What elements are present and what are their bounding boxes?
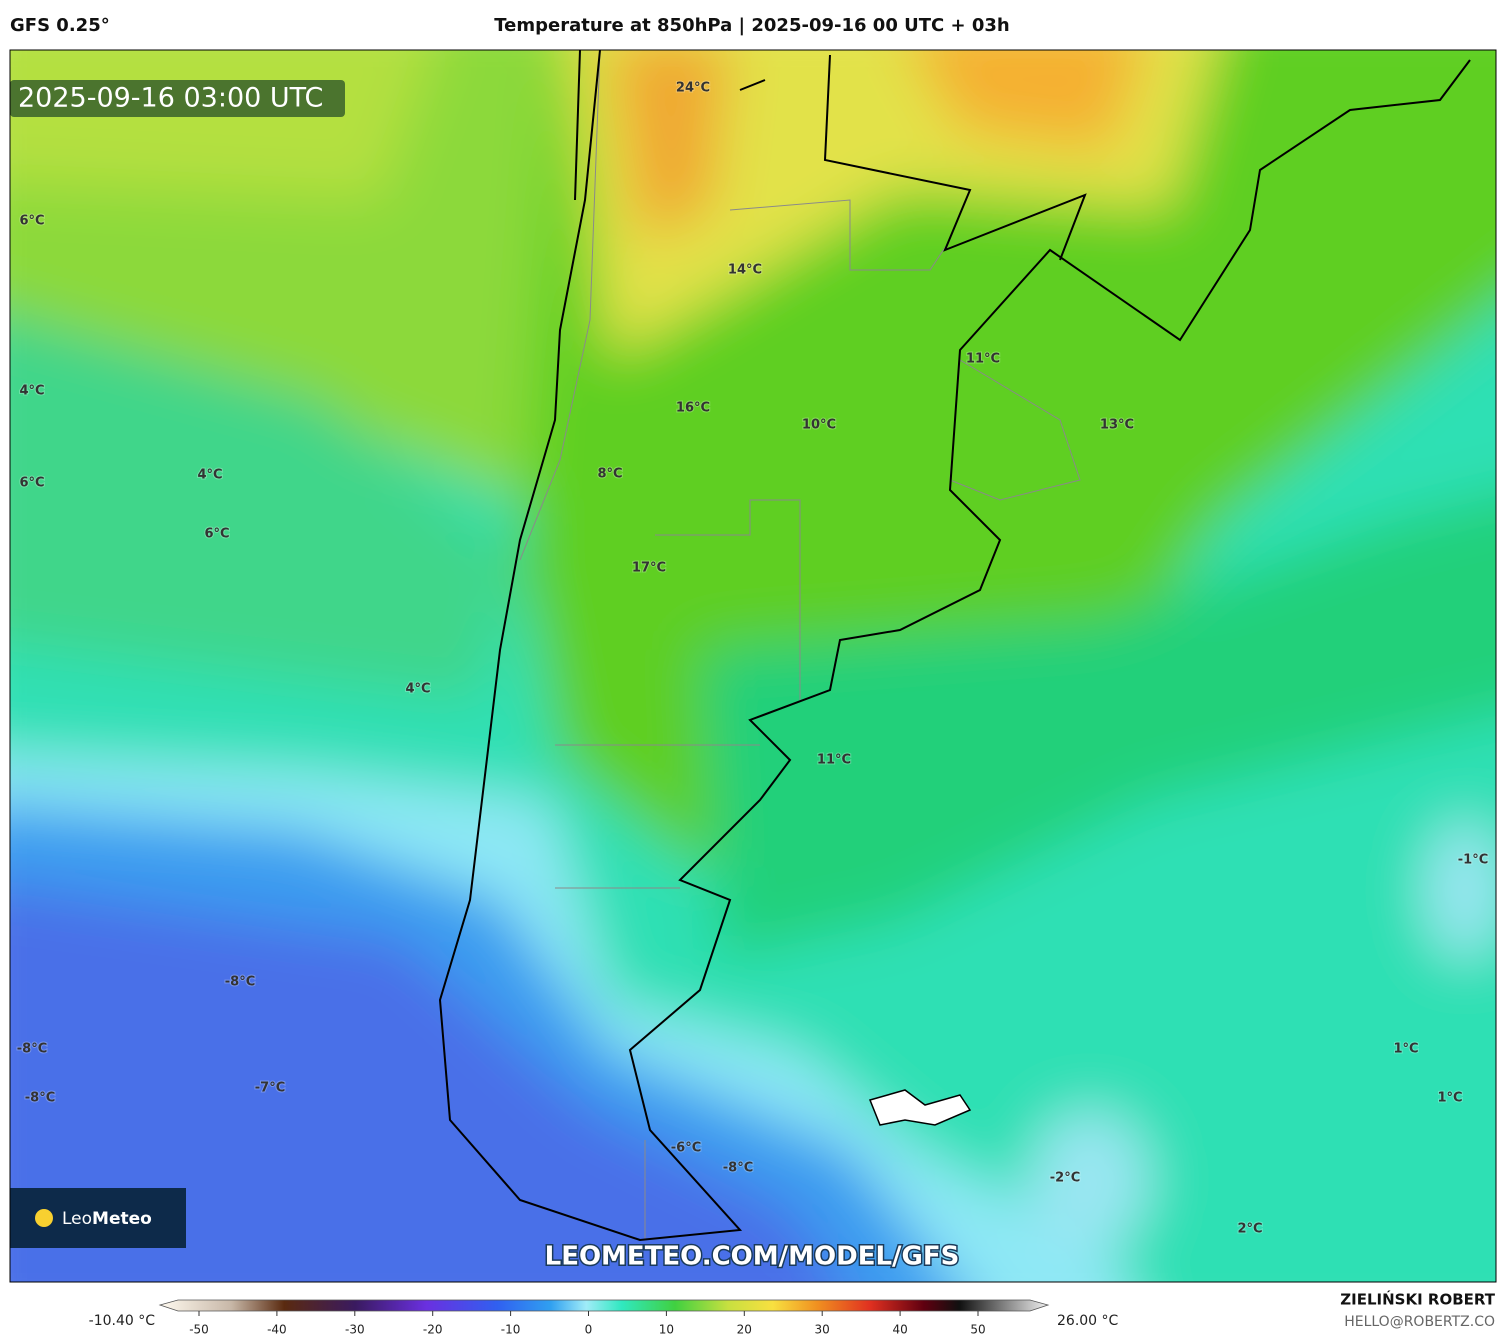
temperature-label: 4°C	[197, 468, 222, 483]
temperature-label: -8°C	[17, 1042, 47, 1057]
colorbar-tick-label: 30	[815, 1323, 830, 1337]
colorbar-tick-label: -50	[189, 1323, 209, 1337]
temperature-label: 11°C	[966, 352, 1000, 367]
email: HELLO@ROBERTZ.CO	[1344, 1314, 1495, 1330]
logo-meteo: Meteo	[92, 1209, 152, 1229]
temperature-label: -8°C	[25, 1091, 55, 1106]
temperature-label: 2°C	[1237, 1222, 1262, 1237]
colorbar-min: -10.40 °C	[89, 1313, 156, 1329]
temperature-label: -8°C	[225, 975, 255, 990]
temperature-label: 8°C	[597, 467, 622, 482]
temperature-label: 13°C	[1100, 418, 1134, 433]
temperature-label: -7°C	[255, 1081, 285, 1096]
temperature-label: 4°C	[19, 384, 44, 399]
colorbar-tick-label: 0	[585, 1323, 593, 1337]
colorbar-tick-label: 20	[737, 1323, 752, 1337]
colorbar-tick-label: -30	[345, 1323, 365, 1337]
temperature-label: -2°C	[1050, 1171, 1080, 1186]
borders-national	[574, 50, 1087, 261]
colorbar-tick-label: 50	[970, 1323, 985, 1337]
model-name: GFS 0.25°	[10, 15, 110, 36]
colorbar-max: 26.00 °C	[1057, 1313, 1119, 1329]
temperature-label: 4°C	[405, 682, 430, 697]
temperature-label: -6°C	[671, 1141, 701, 1156]
map-labels: 24°C 6°C 14°C 4°C 11°C 16°C 10°C 13°C 8°C 4°C 6°C 6…	[16, 80, 1489, 1238]
colorbar-bar	[158, 1299, 1050, 1312]
falkland-islands	[868, 1089, 972, 1126]
logo-sun	[35, 1209, 53, 1227]
temperature-label: 16°C	[676, 401, 710, 416]
temperature-label: 6°C	[204, 527, 229, 542]
colorbar-tick-label: -10	[501, 1323, 521, 1337]
coastline	[438, 50, 1471, 1242]
timestamp: 2025-09-16 03:00 UTC	[18, 83, 323, 114]
temperature-label: 14°C	[728, 263, 762, 278]
temperature-label: -1°C	[1458, 853, 1488, 868]
colorbar-tick-label: 10	[659, 1323, 674, 1337]
colorbar-tick-label: -20	[423, 1323, 443, 1337]
watermark: LEOMETEO.COM/MODEL/GFS	[545, 1242, 960, 1272]
temperature-label: 24°C	[676, 81, 710, 96]
map-frame	[9, 49, 1497, 1283]
logo-leo: Leo	[62, 1209, 92, 1229]
colorbar: -50 -40 -30 -20 -10 0 10 20 30 40 50	[158, 1299, 1050, 1337]
temperature-label: -8°C	[723, 1161, 753, 1176]
map-title: Temperature at 850hPa | 2025-09-16 00 UT…	[494, 15, 1009, 36]
temperature-label: 6°C	[19, 476, 44, 491]
temperature-label: 1°C	[1393, 1042, 1418, 1057]
temperature-label: 11°C	[817, 753, 851, 768]
temperature-label: 6°C	[19, 214, 44, 229]
colorbar-tick-label: 40	[892, 1323, 907, 1337]
temperature-label: 17°C	[632, 561, 666, 576]
logo-text: LeoMeteo	[62, 1209, 152, 1229]
author: ZIELIŃSKI ROBERT	[1340, 1290, 1495, 1309]
temperature-label: 1°C	[1437, 1091, 1462, 1106]
temperature-label: 10°C	[802, 418, 836, 433]
colorbar-tick-label: -40	[267, 1323, 287, 1337]
timestamp-box	[10, 80, 345, 117]
